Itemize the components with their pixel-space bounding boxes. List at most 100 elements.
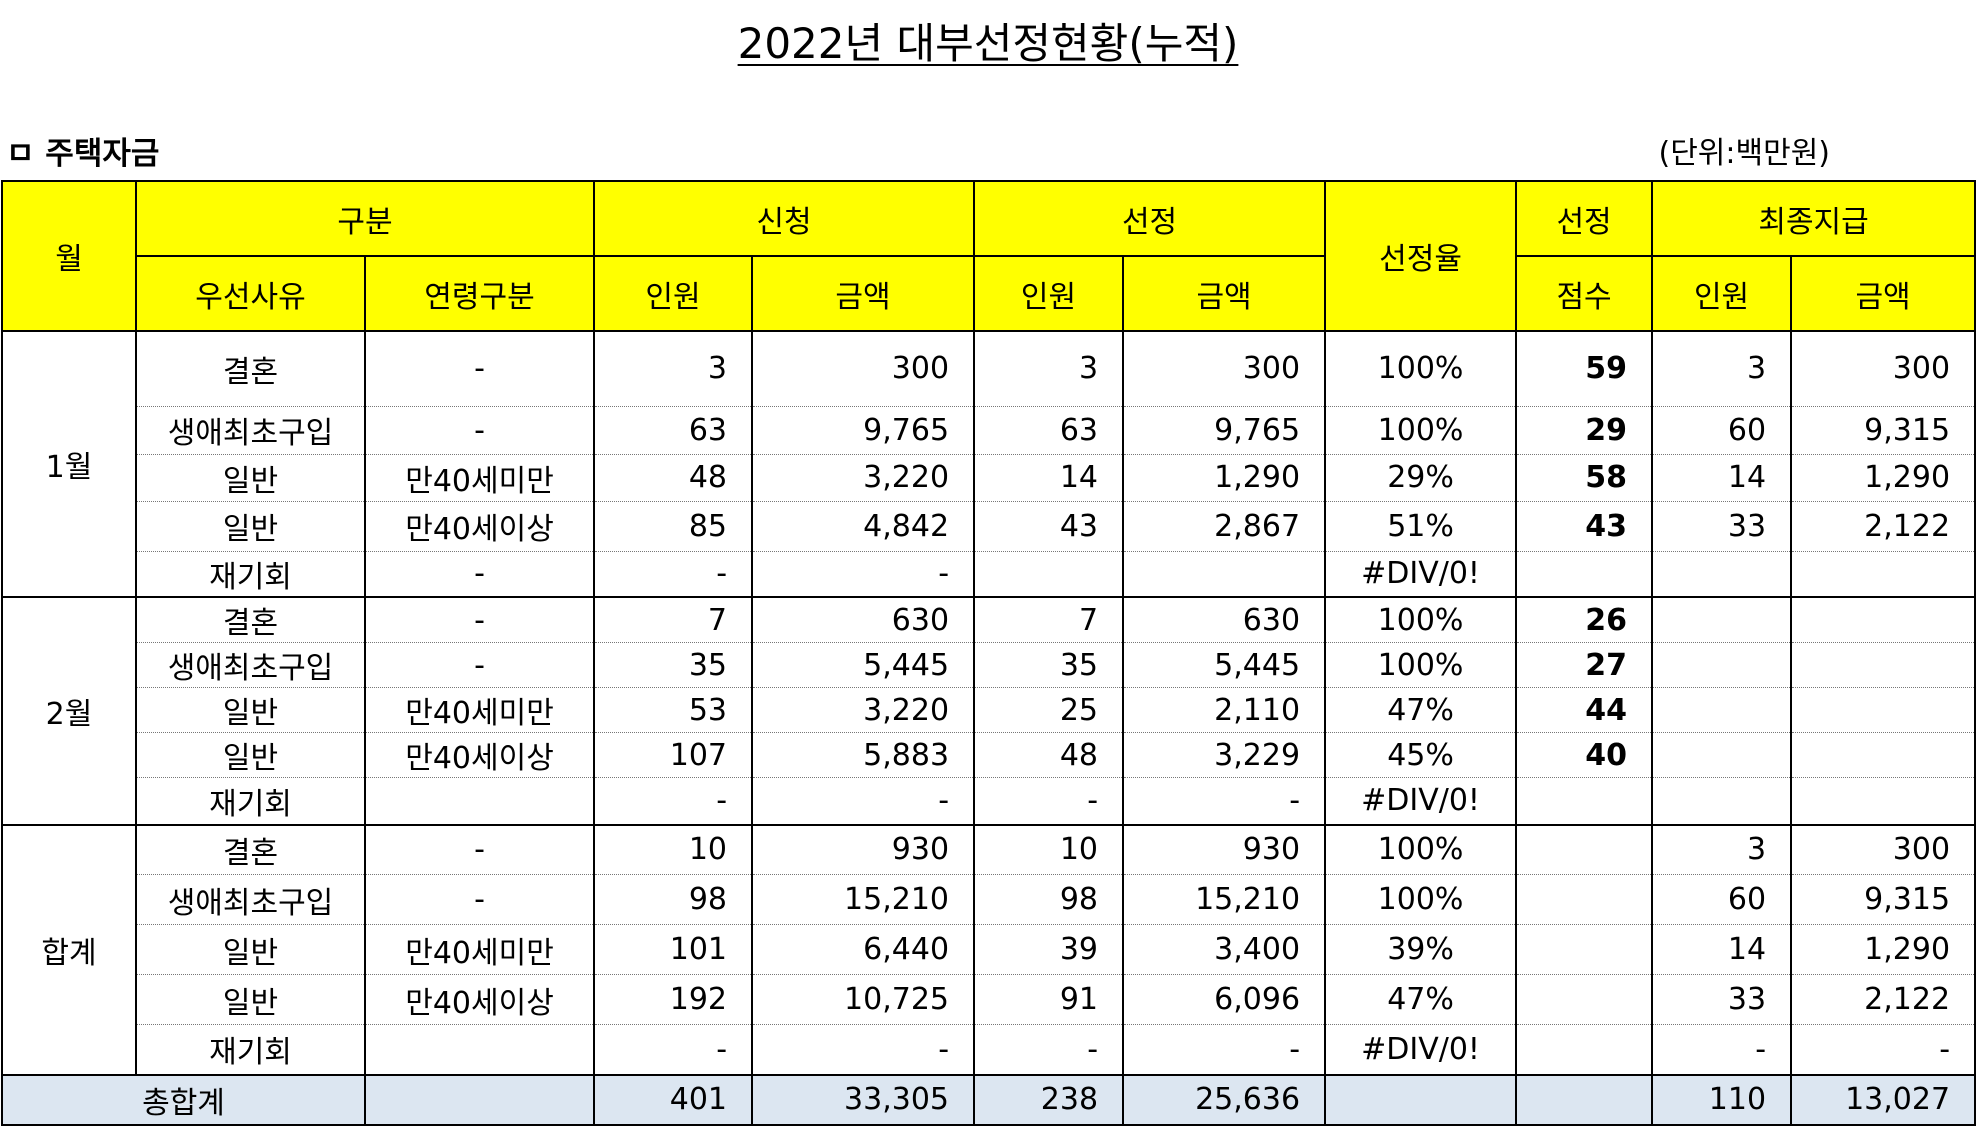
table-row: 생애최초구입 -63 9,765 63 9,765 100% 29 60 9,315 — [2, 406, 1976, 455]
select-people-cell: 14 — [973, 454, 1125, 502]
score-cell: 43 — [1515, 501, 1654, 552]
rate-cell: 100% — [1324, 597, 1518, 643]
apply-amount-cell: - — [751, 551, 976, 598]
apply-people-cell: 10 — [593, 824, 754, 875]
age-cell: - — [363, 406, 596, 455]
rate-cell: 47% — [1324, 974, 1518, 1025]
table-header: 월 구분 신청 선정 선정율 선정 최종지급 우선사유 연령구분 인원 금액 인… — [1, 180, 1976, 332]
priority-cell: 생애최초구입 — [135, 642, 366, 688]
apply-people-cell: 53 — [593, 687, 754, 733]
select-people-cell: 39 — [973, 924, 1125, 975]
final-people-cell — [1651, 551, 1793, 598]
priority-cell: 결혼 — [135, 331, 366, 407]
header-priority: 우선사유 — [135, 255, 366, 332]
select-people-cell: 7 — [973, 597, 1125, 643]
apply-people-cell: 7 — [593, 597, 754, 643]
page-title: 2022년 대부선정현황(누적) — [0, 16, 1976, 72]
score-cell: 59 — [1515, 331, 1654, 407]
total-select-people: 238 — [973, 1073, 1125, 1126]
select-people-cell — [973, 551, 1125, 598]
age-cell — [363, 777, 596, 826]
header-final-amount: 금액 — [1790, 255, 1976, 332]
select-amount-cell: 9,765 — [1122, 406, 1327, 455]
select-people-cell: 43 — [973, 501, 1125, 552]
final-people-cell: 60 — [1651, 406, 1793, 455]
final-people-cell: - — [1651, 1024, 1793, 1076]
total-apply-people: 401 — [593, 1073, 754, 1126]
age-cell: 만40세미만 — [363, 454, 596, 502]
rate-cell: 100% — [1324, 331, 1518, 407]
final-people-cell — [1651, 732, 1793, 778]
total-cell — [363, 1073, 596, 1126]
select-people-cell: 63 — [973, 406, 1125, 455]
rate-cell: #DIV/0! — [1324, 551, 1518, 598]
final-amount-cell — [1790, 642, 1976, 688]
table-row: 일반 만40세이상 85 4,842 43 2,867 51% 43 33 2,122 — [2, 501, 1976, 552]
final-people-cell: 60 — [1651, 874, 1793, 925]
age-cell: - — [363, 824, 596, 875]
score-cell — [1515, 824, 1654, 875]
apply-people-cell: 107 — [593, 732, 754, 778]
select-amount-cell: 300 — [1122, 331, 1327, 407]
table-row: 재기회 - - - #DIV/0! — [2, 551, 1976, 598]
score-cell: 40 — [1515, 732, 1654, 778]
age-cell: - — [363, 597, 596, 643]
priority-cell: 결혼 — [135, 824, 366, 875]
final-people-cell: 33 — [1651, 501, 1793, 552]
header-final-people: 인원 — [1651, 255, 1793, 332]
final-amount-cell: 2,122 — [1790, 501, 1976, 552]
select-amount-cell: 2,110 — [1122, 687, 1327, 733]
rate-cell: #DIV/0! — [1324, 777, 1518, 826]
priority-cell: 재기회 — [135, 551, 366, 598]
total-rate — [1324, 1073, 1518, 1126]
priority-cell: 일반 — [135, 924, 366, 975]
table-body: 1월 결혼 -3 300 3 300 100% 59 3 300 생애최초구입 -63 9,765 63 9… — [1, 331, 1976, 1126]
select-people-cell: 35 — [973, 642, 1125, 688]
final-people-cell: 3 — [1651, 824, 1793, 875]
age-cell: 만40세이상 — [363, 732, 596, 778]
final-amount-cell — [1790, 777, 1976, 826]
section-heading: ㅁ 주택자금 — [6, 136, 160, 172]
final-people-cell: 3 — [1651, 331, 1793, 407]
final-amount-cell: 1,290 — [1790, 454, 1976, 502]
apply-amount-cell: 15,210 — [751, 874, 976, 925]
apply-amount-cell: 3,220 — [751, 454, 976, 502]
total-select-amount: 25,636 — [1122, 1073, 1327, 1126]
priority-cell: 생애최초구입 — [135, 406, 366, 455]
select-amount-cell: 3,229 — [1122, 732, 1327, 778]
rate-cell: 47% — [1324, 687, 1518, 733]
apply-people-cell: 98 — [593, 874, 754, 925]
apply-amount-cell: 9,765 — [751, 406, 976, 455]
table-row: 1월 결혼 -3 300 3 300 100% 59 3 300 — [1, 331, 1976, 598]
apply-amount-cell: 10,725 — [751, 974, 976, 1025]
age-cell: 만40세미만 — [363, 924, 596, 975]
age-cell: 만40세미만 — [363, 687, 596, 733]
apply-amount-cell: - — [751, 777, 976, 826]
header-score-bottom: 점수 — [1515, 255, 1654, 332]
final-people-cell — [1651, 687, 1793, 733]
priority-cell: 재기회 — [135, 1024, 366, 1076]
page-title-text: 2022년 대부선정현황(누적) — [737, 19, 1239, 68]
select-amount-cell: 5,445 — [1122, 642, 1327, 688]
header-month: 월 — [1, 180, 137, 332]
select-amount-cell: 15,210 — [1122, 874, 1327, 925]
score-cell — [1515, 924, 1654, 975]
table-row: 일반 만40세이상 107 5,883 48 3,229 45% 40 — [2, 732, 1976, 778]
select-amount-cell: 1,290 — [1122, 454, 1327, 502]
total-final-amount: 13,027 — [1790, 1073, 1976, 1126]
final-people-cell — [1651, 777, 1793, 826]
apply-amount-cell: 5,445 — [751, 642, 976, 688]
final-amount-cell: 9,315 — [1790, 874, 1976, 925]
apply-amount-cell: 4,842 — [751, 501, 976, 552]
apply-amount-cell: 300 — [751, 331, 976, 407]
final-amount-cell: 300 — [1790, 331, 1976, 407]
month-cell: 1월 — [1, 331, 137, 598]
header-select: 선정 — [973, 180, 1327, 257]
table-row: 합계 결혼 -10 930 10 930 100% 3 300 — [1, 824, 1976, 1076]
priority-cell: 일반 — [135, 732, 366, 778]
rate-cell: #DIV/0! — [1324, 1024, 1518, 1076]
header-rate: 선정율 — [1324, 180, 1518, 332]
priority-cell: 결혼 — [135, 597, 366, 643]
table-row: 생애최초구입 -35 5,445 35 5,445 100% 27 — [2, 642, 1976, 688]
header-category: 구분 — [134, 180, 596, 257]
